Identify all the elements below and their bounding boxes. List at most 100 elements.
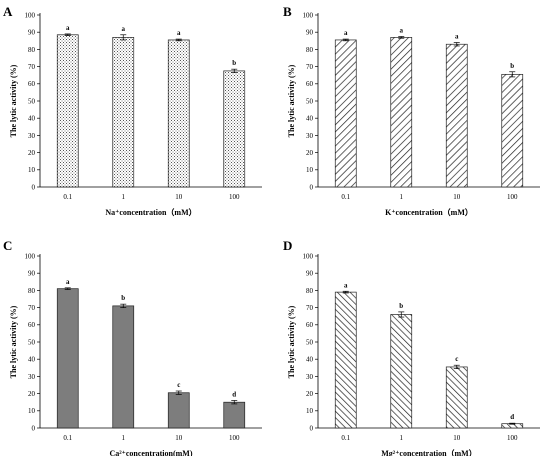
panel-label: B bbox=[283, 4, 292, 19]
y-tick-label: 50 bbox=[28, 97, 36, 105]
y-tick-label: 60 bbox=[306, 80, 314, 88]
y-tick-label: 90 bbox=[306, 270, 314, 278]
bar bbox=[167, 39, 190, 188]
y-tick-label: 30 bbox=[28, 132, 36, 140]
x-tick-label: 100 bbox=[507, 434, 518, 442]
significance-label: b bbox=[121, 294, 125, 302]
significance-label: a bbox=[400, 27, 404, 35]
x-tick-label: 10 bbox=[453, 434, 461, 442]
significance-label: d bbox=[510, 413, 514, 421]
chart-panel-b: B 0 10 20 30 40 50 60 70 80 90 100 The lytic activit… bbox=[283, 4, 540, 217]
significance-label: a bbox=[122, 25, 126, 33]
significance-label: a bbox=[344, 281, 348, 289]
y-tick-label: 0 bbox=[32, 183, 36, 191]
bar bbox=[223, 401, 246, 429]
y-tick-label: 70 bbox=[306, 63, 314, 71]
significance-label: b bbox=[510, 62, 514, 70]
x-tick-label: 1 bbox=[122, 193, 126, 201]
y-tick-label: 80 bbox=[306, 46, 314, 54]
x-tick-label: 10 bbox=[453, 193, 461, 201]
y-tick-label: 40 bbox=[28, 356, 36, 364]
y-tick-label: 30 bbox=[28, 373, 36, 381]
y-tick-label: 90 bbox=[306, 29, 314, 37]
x-tick-label: 1 bbox=[122, 434, 126, 442]
y-tick-label: 10 bbox=[306, 166, 314, 174]
x-tick-label: 100 bbox=[229, 434, 240, 442]
bar bbox=[445, 366, 468, 429]
bar bbox=[445, 43, 468, 188]
y-tick-label: 100 bbox=[303, 11, 314, 19]
y-tick-label: 0 bbox=[310, 183, 314, 191]
bar bbox=[112, 305, 135, 429]
bar bbox=[501, 73, 524, 188]
chart-panel-a: A 0 10 20 30 40 50 60 70 80 90 100 The lytic activit… bbox=[3, 4, 262, 217]
bar bbox=[390, 37, 413, 188]
y-axis-title: The lytic activity (%) bbox=[287, 64, 296, 137]
y-tick-label: 40 bbox=[306, 115, 314, 123]
y-tick-label: 100 bbox=[25, 11, 36, 19]
bar bbox=[334, 39, 357, 188]
y-tick-label: 20 bbox=[28, 390, 36, 398]
significance-label: c bbox=[455, 355, 458, 363]
significance-label: a bbox=[66, 278, 70, 286]
y-tick-label: 60 bbox=[306, 321, 314, 329]
y-tick-label: 20 bbox=[28, 149, 36, 157]
x-tick-label: 0.1 bbox=[341, 193, 350, 201]
y-tick-label: 10 bbox=[28, 407, 36, 415]
y-tick-label: 80 bbox=[28, 287, 36, 295]
x-tick-label: 100 bbox=[229, 193, 240, 201]
x-tick-label: 100 bbox=[507, 193, 518, 201]
y-tick-label: 0 bbox=[310, 424, 314, 432]
y-tick-label: 20 bbox=[306, 149, 314, 157]
y-axis-title: The lytic activity (%) bbox=[9, 64, 18, 137]
y-tick-label: 50 bbox=[28, 338, 36, 346]
y-axis-title: The lytic activity (%) bbox=[9, 305, 18, 378]
y-tick-label: 50 bbox=[306, 97, 314, 105]
bar bbox=[390, 314, 413, 429]
significance-label: a bbox=[177, 29, 181, 37]
x-tick-label: 10 bbox=[175, 434, 183, 442]
x-tick-label: 1 bbox=[400, 193, 404, 201]
x-tick-label: 1 bbox=[400, 434, 404, 442]
y-tick-label: 80 bbox=[306, 287, 314, 295]
y-tick-label: 50 bbox=[306, 338, 314, 346]
y-tick-label: 30 bbox=[306, 373, 314, 381]
y-tick-label: 10 bbox=[28, 166, 36, 174]
x-axis-title: Mg²⁺concentration（mM） bbox=[381, 448, 477, 456]
chart-panel-c: C 0 10 20 30 40 50 60 70 80 90 100 The lytic activit… bbox=[3, 238, 262, 456]
y-tick-label: 60 bbox=[28, 80, 36, 88]
y-axis-title: The lytic activity (%) bbox=[287, 305, 296, 378]
significance-label: a bbox=[455, 33, 459, 41]
y-tick-label: 70 bbox=[306, 304, 314, 312]
y-tick-label: 80 bbox=[28, 46, 36, 54]
significance-label: b bbox=[232, 59, 236, 67]
significance-label: c bbox=[177, 381, 180, 389]
y-tick-label: 100 bbox=[25, 252, 36, 260]
bar bbox=[56, 34, 79, 188]
x-axis-title: Ca²⁺concentration(mM) bbox=[109, 449, 192, 456]
y-tick-label: 0 bbox=[32, 424, 36, 432]
panel-label: C bbox=[3, 238, 12, 253]
y-tick-label: 40 bbox=[28, 115, 36, 123]
y-tick-label: 70 bbox=[28, 63, 36, 71]
y-tick-label: 10 bbox=[306, 407, 314, 415]
panel-label: A bbox=[3, 4, 13, 19]
x-axis-title: K⁺concentration（mM） bbox=[385, 207, 473, 217]
bar bbox=[112, 37, 135, 188]
significance-label: b bbox=[399, 302, 403, 310]
bar bbox=[223, 70, 246, 188]
chart-panel-d: D 0 10 20 30 40 50 60 70 80 90 100 The lytic activit… bbox=[283, 238, 540, 456]
y-tick-label: 90 bbox=[28, 270, 36, 278]
bar bbox=[56, 288, 79, 429]
y-tick-label: 30 bbox=[306, 132, 314, 140]
y-tick-label: 100 bbox=[303, 252, 314, 260]
x-axis-title: Na⁺concentration（mM） bbox=[105, 207, 196, 217]
x-tick-label: 0.1 bbox=[63, 193, 72, 201]
panel-label: D bbox=[283, 238, 292, 253]
y-tick-label: 40 bbox=[306, 356, 314, 364]
y-tick-label: 20 bbox=[306, 390, 314, 398]
y-tick-label: 90 bbox=[28, 29, 36, 37]
significance-label: a bbox=[66, 24, 70, 32]
x-tick-label: 0.1 bbox=[341, 434, 350, 442]
